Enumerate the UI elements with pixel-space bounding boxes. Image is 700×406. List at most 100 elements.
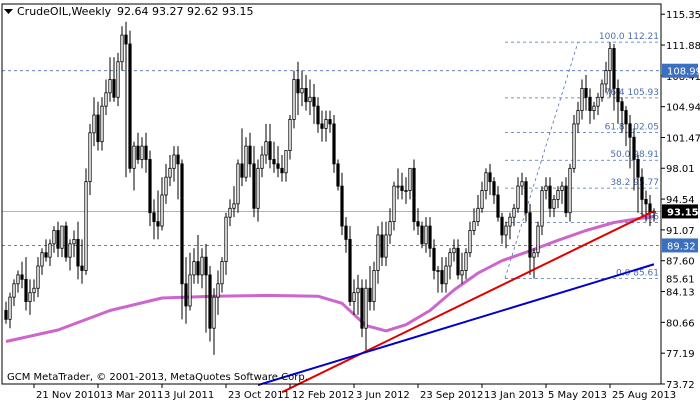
x-tick-label: 21 Nov 2010 [36, 390, 100, 401]
candle [536, 221, 540, 258]
candle [408, 167, 412, 200]
candle [552, 194, 556, 218]
candle-body [44, 252, 48, 258]
candle [548, 177, 552, 218]
candle [508, 212, 512, 240]
trendline-blue [257, 263, 655, 387]
candle-body [372, 270, 376, 302]
candle [304, 75, 308, 111]
candle-body [56, 230, 60, 249]
candle-body [220, 261, 224, 285]
candle [84, 168, 88, 275]
candle [644, 190, 648, 222]
candle [540, 186, 544, 235]
candle-body [620, 101, 624, 111]
candle [344, 217, 348, 253]
candle [368, 266, 372, 311]
candle [520, 172, 524, 195]
candle-body [312, 96, 316, 107]
candle [436, 266, 440, 293]
candle [288, 115, 292, 160]
candle-body [224, 216, 228, 262]
candle [100, 97, 104, 151]
candle-body [492, 181, 496, 196]
candle [568, 163, 572, 222]
candle-body [396, 185, 400, 188]
candle-body [216, 283, 220, 298]
candle [428, 217, 432, 258]
candle-body [204, 256, 208, 276]
candle-body [132, 145, 136, 169]
candle [4, 301, 8, 324]
candle-body [304, 87, 308, 103]
candle-body [160, 194, 164, 227]
fibonacci-level-label: 100.0 112.21 [599, 32, 659, 42]
candle-body [136, 145, 140, 160]
moving-average-layer [5, 214, 655, 343]
candle [152, 199, 156, 240]
candle [56, 221, 60, 258]
candle [512, 203, 516, 227]
candle [208, 266, 212, 342]
symbol-label: CrudeOIL,Weekly [17, 5, 112, 18]
candle [80, 239, 84, 284]
candle-body [64, 225, 68, 258]
candle-body [168, 167, 172, 178]
candle [404, 177, 408, 204]
candle [380, 221, 384, 267]
candle-body [12, 283, 16, 298]
candle-body [212, 296, 216, 329]
candle [172, 146, 176, 182]
moving-average-line [5, 214, 655, 343]
candle [476, 194, 480, 227]
x-tick-label: 23 Sep 2012 [420, 390, 483, 401]
candle-body [192, 261, 196, 276]
candle-body [596, 96, 600, 107]
candle [224, 212, 228, 275]
candle-body [140, 145, 144, 160]
candle-body [288, 119, 292, 151]
candle [228, 199, 232, 227]
candle-body [572, 123, 576, 169]
candle-body [260, 154, 264, 169]
candle [188, 252, 192, 311]
candle-body [344, 225, 348, 240]
candle-body [40, 252, 44, 267]
candle-body [380, 234, 384, 258]
candle [140, 137, 144, 169]
candle-body [100, 105, 104, 143]
candle [420, 221, 424, 249]
candle-body [444, 265, 448, 285]
candle-body [188, 274, 192, 307]
candle [564, 177, 568, 218]
price-box: 93.15 [662, 204, 699, 219]
candle-body [240, 163, 244, 178]
candle-body [452, 247, 456, 254]
candle-body [456, 247, 460, 276]
candle [348, 226, 352, 307]
candle [280, 155, 284, 182]
candle [352, 279, 356, 315]
candle-body [560, 185, 564, 191]
candle-body [416, 221, 420, 227]
candle-body [360, 287, 364, 329]
fibonacci-level-label: 38.2 95.77 [610, 178, 659, 188]
candle [120, 26, 124, 71]
candle [316, 97, 320, 133]
trendlines-layer[interactable] [257, 210, 655, 394]
candle-body [116, 61, 120, 98]
candles-layer [4, 21, 656, 355]
candle-body [528, 212, 532, 258]
candle-body [60, 225, 64, 249]
x-tick-label: 12 Feb 2012 [292, 390, 354, 401]
candle-body [468, 230, 472, 254]
price-box-label: 85.61 [666, 274, 695, 285]
candle-body [152, 212, 156, 223]
x-tick-label: 13 Jan 2013 [484, 390, 544, 401]
candle-body [424, 225, 428, 245]
candle [576, 101, 580, 133]
dropdown-arrow-icon[interactable] [4, 9, 13, 14]
